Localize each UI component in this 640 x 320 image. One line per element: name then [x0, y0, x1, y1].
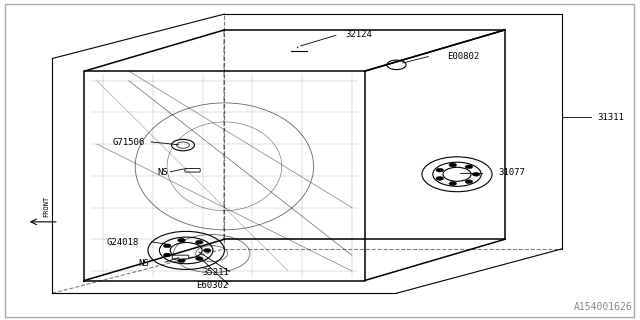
- Circle shape: [449, 182, 456, 186]
- Circle shape: [178, 238, 186, 242]
- Circle shape: [195, 257, 203, 260]
- Circle shape: [172, 140, 195, 151]
- Circle shape: [436, 177, 444, 180]
- Circle shape: [436, 168, 444, 172]
- Text: 35211: 35211: [202, 268, 229, 277]
- Circle shape: [449, 163, 456, 167]
- Text: E60302: E60302: [196, 281, 228, 290]
- Text: 32124: 32124: [346, 30, 372, 39]
- Text: G71506: G71506: [113, 138, 145, 147]
- Text: 31077: 31077: [499, 168, 525, 177]
- Circle shape: [163, 253, 171, 257]
- Text: NS: NS: [157, 168, 168, 177]
- Circle shape: [204, 249, 211, 252]
- Text: NS: NS: [138, 259, 149, 268]
- Text: G24018: G24018: [106, 238, 139, 247]
- Text: A154001626: A154001626: [573, 302, 632, 312]
- Circle shape: [472, 172, 480, 176]
- Text: E00802: E00802: [447, 52, 480, 61]
- Circle shape: [465, 165, 473, 169]
- FancyBboxPatch shape: [185, 169, 200, 172]
- Circle shape: [387, 60, 406, 69]
- Text: FRONT: FRONT: [43, 196, 49, 217]
- Circle shape: [465, 180, 473, 184]
- Circle shape: [178, 259, 186, 262]
- FancyBboxPatch shape: [172, 255, 189, 259]
- Text: 31311: 31311: [597, 113, 624, 122]
- Circle shape: [195, 240, 203, 244]
- Circle shape: [163, 244, 171, 248]
